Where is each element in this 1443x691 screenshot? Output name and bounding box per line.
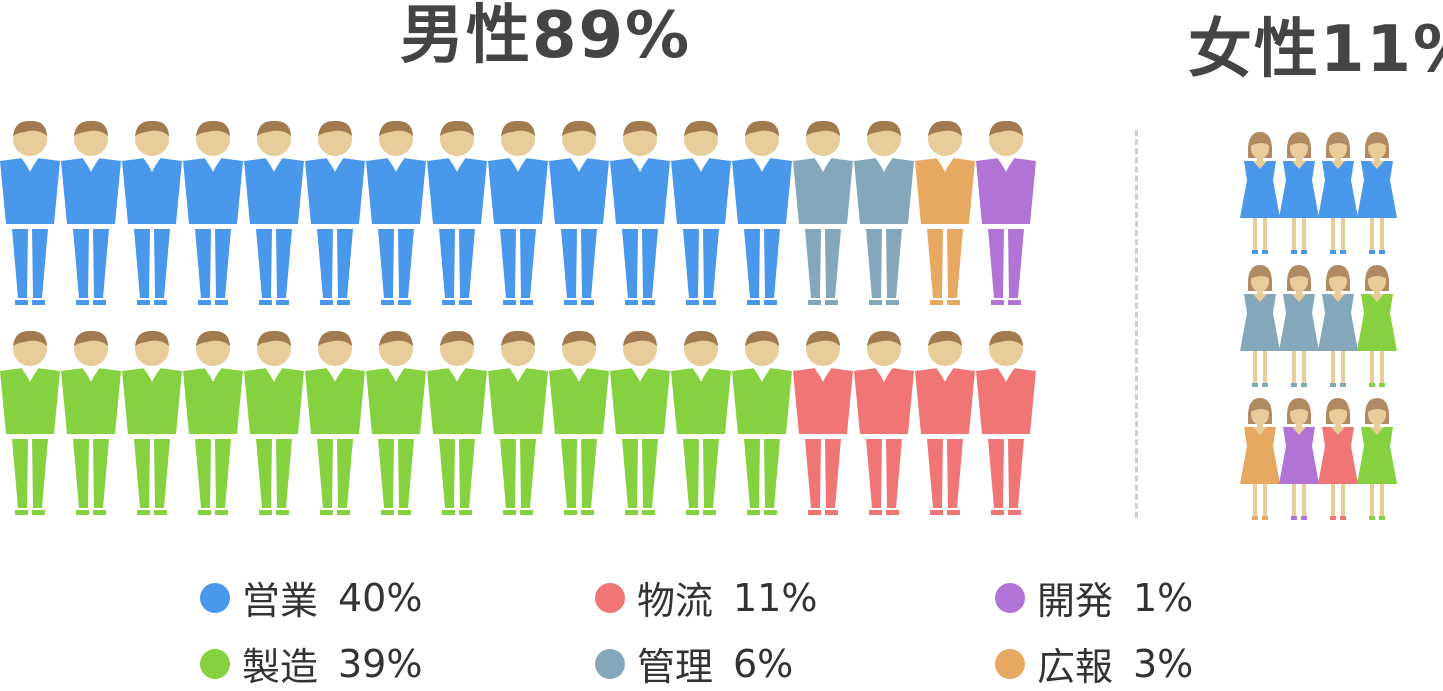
male-figure-1-10 [549,120,609,305]
legend-item-logistics: 物流 11% [595,570,817,625]
male-figure-1-2 [61,120,121,305]
female-figure-3-1 [1240,398,1280,520]
male-figure-2-4 [183,330,243,515]
legend-swatch [200,648,230,679]
male-figure-2-12 [671,330,731,515]
male-figure-2-13 [732,330,792,515]
legend-label: 営業 [242,579,319,623]
male-figure-2-8 [427,330,487,515]
male-figure-2-2 [61,330,121,515]
male-figure-1-1 [0,120,60,305]
male-figure-2-17 [976,330,1036,515]
male-figure-2-16 [915,330,975,515]
male-figure-2-11 [610,330,670,515]
male-figure-1-6 [305,120,365,305]
male-figure-2-15 [854,330,914,515]
divider-line [1135,130,1138,518]
legend-item-sales: 営業 40% [200,570,422,625]
female-figure-3-2 [1279,398,1319,520]
male-figure-2-3 [122,330,182,515]
male-figure-2-10 [549,330,609,515]
legend-value: 3% [1133,641,1194,686]
female-figure-2-1 [1240,265,1280,387]
male-figure-2-5 [244,330,304,515]
male-figure-2-1 [0,330,60,515]
female-figure-2-4 [1357,265,1397,387]
female-figure-3-3 [1318,398,1358,520]
male-figure-1-17 [976,120,1036,305]
female-figure-3-4 [1357,398,1397,520]
legend-swatch [200,582,230,613]
female-figure-2-3 [1318,265,1358,387]
male-title: 男性89% [400,0,692,73]
legend-swatch [995,648,1025,679]
male-figure-1-8 [427,120,487,305]
legend-swatch [595,648,625,679]
legend: 営業 40% 物流 11% 開発 1% 製造 39% 管理 6% 広報 3% [200,570,1300,689]
male-figure-1-14 [793,120,853,305]
male-figure-1-3 [122,120,182,305]
female-figure-1-1 [1240,132,1280,254]
male-figure-1-4 [183,120,243,305]
legend-value: 40% [338,575,423,620]
male-figure-1-7 [366,120,426,305]
legend-value: 6% [733,641,794,686]
legend-label: 管理 [637,645,714,689]
legend-item-manufacturing: 製造 39% [200,636,422,691]
legend-value: 39% [338,641,423,686]
male-figure-1-16 [915,120,975,305]
legend-item-management: 管理 6% [595,636,793,691]
male-figure-1-12 [671,120,731,305]
female-figure-2-2 [1279,265,1319,387]
male-figure-1-11 [610,120,670,305]
legend-label: 製造 [242,645,319,689]
male-figure-1-15 [854,120,914,305]
male-figure-1-9 [488,120,548,305]
female-figure-1-3 [1318,132,1358,254]
legend-label: 物流 [637,579,714,623]
male-figure-1-5 [244,120,304,305]
legend-value: 1% [1133,575,1194,620]
male-figure-2-9 [488,330,548,515]
legend-label: 広報 [1037,645,1114,689]
male-figure-2-14 [793,330,853,515]
female-figure-1-2 [1279,132,1319,254]
male-figure-2-7 [366,330,426,515]
female-figure-1-4 [1357,132,1397,254]
legend-label: 開発 [1037,579,1114,623]
legend-item-pr: 広報 3% [995,636,1193,691]
female-title: 女性11% [1188,13,1443,87]
male-figure-1-13 [732,120,792,305]
legend-item-development: 開発 1% [995,570,1193,625]
legend-swatch [595,582,625,613]
legend-value: 11% [733,575,818,620]
male-figure-2-6 [305,330,365,515]
legend-swatch [995,582,1025,613]
